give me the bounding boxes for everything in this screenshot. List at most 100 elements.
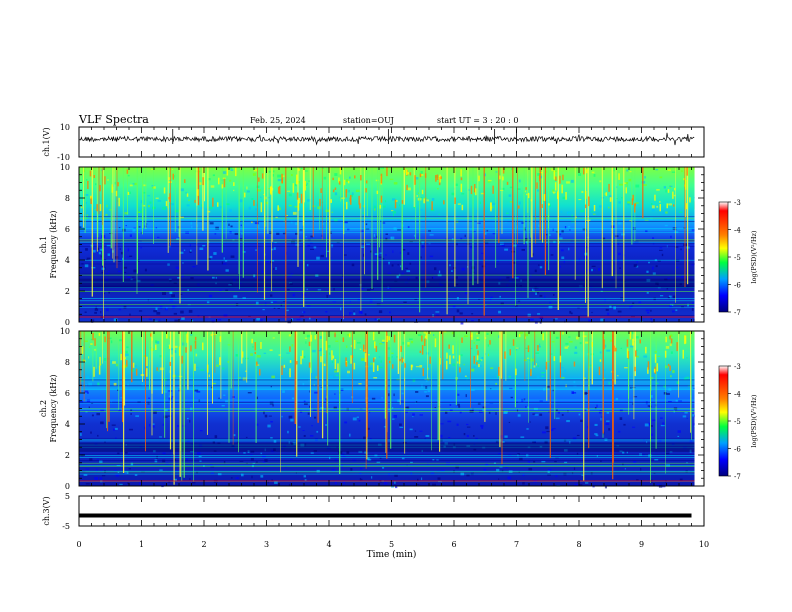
ch2-texture-cell	[88, 382, 92, 386]
ch1-texture-cell	[524, 238, 528, 241]
ch2-texture-cell	[334, 393, 336, 395]
ch2-speckle	[676, 342, 678, 352]
ch1-texture-cell	[106, 244, 111, 247]
ch2-texture-cell	[94, 477, 98, 480]
ch1-texture-cell	[270, 294, 273, 297]
ch1-speckle	[409, 172, 412, 176]
ch1-texture-cell	[570, 179, 574, 183]
ch2-speckle	[99, 356, 101, 366]
ch2-texture-cell	[96, 458, 99, 460]
ch2-texture-cell	[302, 382, 305, 386]
ch2-texture-cell	[251, 475, 253, 479]
ch2-texture-cell	[555, 457, 559, 459]
ch1-texture-cell	[108, 270, 110, 273]
ch1-texture-cell	[325, 311, 328, 313]
ch1-texture-cell	[397, 264, 400, 266]
ch2-texture-cell	[594, 407, 597, 410]
ch1-texture-cell	[492, 233, 496, 235]
ch2-texture-cell	[288, 372, 290, 375]
ch2-speckle	[647, 367, 649, 374]
ch2-texture-cell	[127, 383, 130, 386]
ch1-texture-cell	[537, 189, 539, 192]
ch2-texture-cell	[528, 461, 530, 464]
ch1-texture-cell	[619, 183, 623, 186]
ch2-texture-cell	[457, 361, 459, 364]
ch1-texture-cell	[222, 177, 226, 179]
ch1-texture-cell	[286, 215, 288, 217]
ch2-texture-cell	[282, 390, 285, 393]
ch2-texture-cell	[395, 485, 398, 489]
ch2-texture-cell	[614, 483, 618, 485]
ch1-texture-cell	[523, 227, 526, 231]
ch2-texture-cell	[399, 423, 402, 426]
ch1-texture-cell	[260, 196, 262, 198]
ch1-texture-cell	[509, 186, 513, 189]
ch2-texture-cell	[498, 453, 502, 455]
ch1-texture-cell	[242, 251, 246, 253]
ch1-texture-cell	[648, 261, 650, 264]
ch1-texture-cell	[651, 209, 655, 212]
ch1-texture-cell	[85, 259, 89, 261]
ch1-texture-cell	[416, 195, 418, 198]
ch1-texture-cell	[661, 253, 664, 257]
ch2-texture-cell	[623, 423, 626, 426]
ch2-texture-cell	[449, 409, 453, 412]
ch1-texture-cell	[552, 189, 554, 193]
ch1-speckle	[277, 205, 279, 211]
ch1-texture-cell	[282, 232, 286, 235]
ch2-texture-cell	[328, 352, 331, 355]
ch1-speckle	[474, 184, 476, 193]
ch2-texture-cell	[609, 339, 613, 342]
ch2-texture-cell	[636, 479, 639, 481]
ch1-texture-cell	[262, 309, 265, 311]
ch1-texture-cell	[548, 305, 553, 309]
ch2-texture-cell	[574, 483, 578, 486]
ch2-texture-cell	[303, 435, 306, 437]
ch2-texture-cell	[425, 386, 428, 389]
ch1-texture-cell	[631, 304, 633, 307]
ch1-texture-cell	[539, 294, 543, 297]
ch1-speckle	[358, 195, 360, 205]
x-tick-label: 0	[76, 540, 81, 549]
ch1-texture-cell	[363, 253, 365, 257]
ch2-texture-cell	[480, 359, 483, 361]
ch1-texture-cell	[593, 174, 596, 177]
ch1-texture-cell	[180, 216, 184, 218]
ch2-speckle	[135, 368, 138, 376]
ch1-texture-cell	[515, 284, 518, 287]
ch2-texture-cell	[100, 421, 104, 425]
ch1-waveform-ylabel: ch.1(V)	[42, 127, 51, 156]
ch1-texture-cell	[156, 312, 161, 315]
ch1-texture-cell	[613, 306, 616, 310]
ch1-texture-cell	[202, 245, 206, 247]
ch2-texture-cell	[249, 454, 253, 456]
ch2-texture-cell	[303, 400, 306, 403]
ch2-texture-cell	[267, 424, 271, 428]
ch2-texture-cell	[573, 380, 576, 384]
ch1-texture-cell	[599, 206, 602, 208]
ch2-texture-cell	[576, 434, 580, 436]
ch2-texture-cell	[360, 358, 365, 361]
ch2-texture-cell	[415, 401, 418, 403]
ch2-texture-cell	[477, 402, 481, 405]
ch1-texture-cell	[326, 250, 330, 252]
ch2-texture-cell	[471, 368, 475, 372]
ch2-texture-cell	[564, 369, 567, 372]
ch2-texture-cell	[199, 430, 203, 432]
ch1-speckle	[221, 184, 224, 189]
ch2-texture-cell	[470, 389, 475, 391]
ch2-texture-cell	[633, 460, 637, 464]
ch2-texture-cell	[642, 454, 645, 456]
ch1-texture-cell	[476, 222, 481, 224]
ch2-texture-cell	[334, 458, 338, 462]
ch2-speckle	[634, 366, 636, 372]
ch2-texture-cell	[421, 477, 423, 481]
ch2-speckle	[654, 354, 657, 363]
ch1-texture-cell	[657, 260, 661, 262]
ch1-texture-cell	[138, 310, 143, 312]
ch2-texture-cell	[478, 410, 483, 413]
ch1-texture-cell	[439, 284, 444, 287]
ch1-texture-cell	[162, 292, 166, 295]
ch2-texture-cell	[157, 370, 160, 372]
ch1-texture-cell	[677, 290, 679, 292]
